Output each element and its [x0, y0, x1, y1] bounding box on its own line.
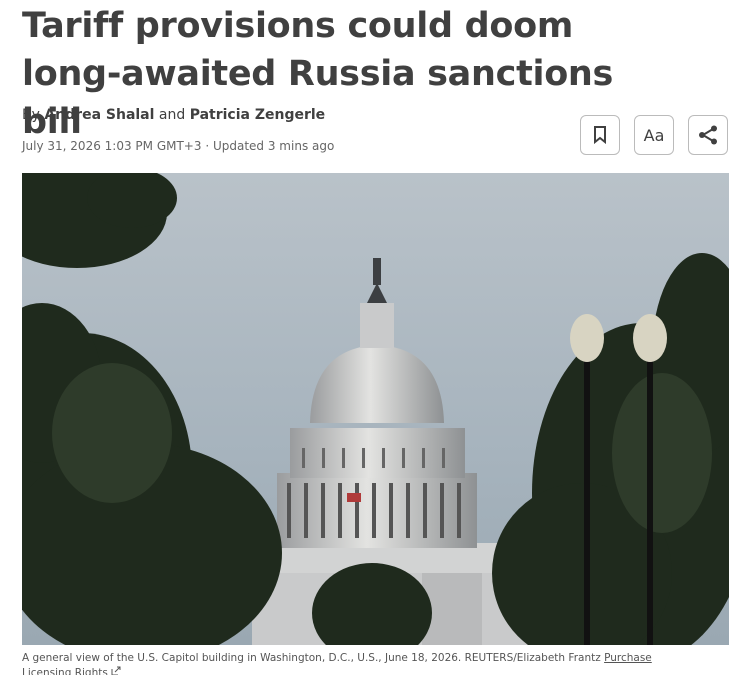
author[interactable]: Patricia Zengerle [189, 107, 326, 123]
bookmark-button[interactable] [580, 115, 620, 155]
headline: Tariff provisions could doom long-awaite… [22, 6, 614, 142]
share-button[interactable] [688, 115, 728, 155]
photo-caption: A general view of the U.S. Capitol build… [22, 651, 687, 675]
author[interactable]: Andrea Shalal [44, 107, 155, 123]
byline-conjunction: and [158, 107, 186, 123]
published-date: July 31, 2026 1:03 PM GMT+3 [22, 139, 202, 153]
byline: By Andrea Shalal and Patricia Zengerle [22, 107, 325, 123]
share-icon [699, 125, 717, 145]
bookmark-icon [594, 126, 606, 144]
external-link-icon [111, 666, 121, 675]
license-link[interactable]: Purchase Licensing Rights [22, 652, 652, 675]
font-size-button[interactable]: Aa [634, 115, 674, 155]
caption-text: A general view of the U.S. Capitol build… [22, 652, 601, 664]
updated-time: Updated 3 mins ago [212, 139, 335, 153]
byline-prefix: By [22, 107, 40, 123]
article-photo [22, 173, 729, 645]
separator: · [205, 139, 210, 153]
dateline: July 31, 2026 1:03 PM GMT+3 · Updated 3 … [22, 139, 334, 153]
